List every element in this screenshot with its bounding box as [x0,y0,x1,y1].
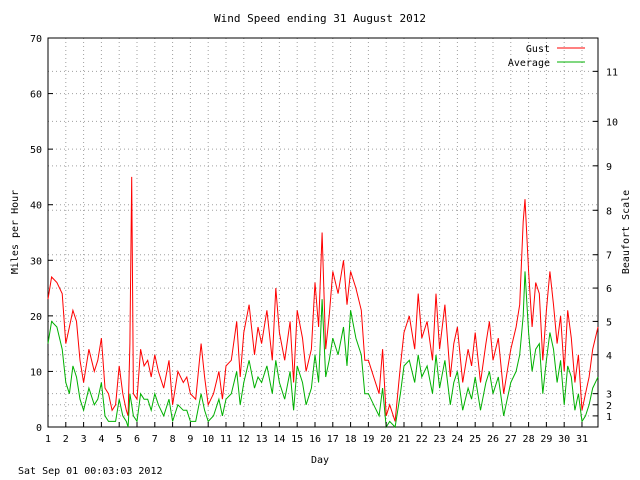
x-axis-label: Day [311,455,329,466]
x-tick-label: 24 [451,434,463,445]
y2-tick-label: 7 [606,251,612,262]
x-tick-label: 18 [345,434,357,445]
legend: Gust Average [508,44,585,69]
series-layer [47,176,599,429]
x-tick-label: 30 [558,434,570,445]
y2-tick-label: 4 [606,351,612,362]
x-tick-label: 26 [487,434,499,445]
y-tick-label: 30 [30,256,42,267]
x-tick-label: 13 [256,434,268,445]
y-axis-ticks: 0 10 20 30 40 50 60 70 [30,34,53,434]
x-tick-label: 5 [116,434,122,445]
y2-tick-label: 2 [606,401,612,412]
y2-tick-label: 3 [606,390,612,401]
x-tick-label: 2 [63,434,69,445]
x-tick-label: 19 [362,434,374,445]
y-tick-label: 20 [30,312,42,323]
x-tick-label: 16 [309,434,321,445]
x-tick-label: 29 [540,434,552,445]
x-tick-label: 31 [576,434,588,445]
x-tick-label: 21 [398,434,410,445]
x-tick-label: 7 [152,434,158,445]
x-tick-label: 9 [187,434,193,445]
x-tick-label: 4 [98,434,104,445]
x-tick-label: 10 [202,434,214,445]
y2-tick-label: 8 [606,206,612,217]
legend-label-average: Average [508,58,550,69]
grid-lines [48,38,598,427]
plot-frame [47,37,599,428]
x-tick-label: 11 [220,434,232,445]
y-tick-label: 10 [30,367,42,378]
x-tick-label: 25 [469,434,481,445]
series-line-average [47,271,599,429]
series-line-gust [47,176,599,422]
y-tick-label: 50 [30,145,42,156]
footer-timestamp: Sat Sep 01 00:03:03 2012 [18,466,163,477]
x-tick-label: 12 [238,434,250,445]
legend-label-gust: Gust [526,44,550,55]
y2-tick-label: 11 [606,67,618,78]
y2-tick-label: 10 [606,117,618,128]
y2-tick-label: 6 [606,284,612,295]
x-tick-label: 15 [291,434,303,445]
x-tick-label: 14 [273,434,285,445]
x-tick-label: 17 [327,434,339,445]
y2-tick-label: 1 [606,412,612,423]
x-tick-label: 8 [170,434,176,445]
y2-axis-ticks: 123 4 5 6 7 8 9 10 11 [593,67,618,423]
x-tick-label: 22 [416,434,428,445]
x-tick-label: 3 [81,434,87,445]
x-tick-label: 27 [505,434,517,445]
x-tick-label: 6 [134,434,140,445]
y2-tick-label: 5 [606,317,612,328]
y-tick-label: 40 [30,201,42,212]
x-axis-ticks: 1 2 3 4 5 6 7 8 9 10 11 12 13 14 15 16 17 18 19 20 21 22 23 24 2… [45,422,588,445]
x-tick-label: 28 [523,434,535,445]
x-tick-label: 1 [45,434,51,445]
y-axis-label: Miles per Hour [10,190,21,274]
x-tick-label: 20 [380,434,392,445]
y2-axis-label: Beaufort Scale [621,190,632,274]
y2-tick-label: 9 [606,162,612,173]
y-tick-label: 0 [36,423,42,434]
chart-title: Wind Speed ending 31 August 2012 [214,12,426,25]
x-tick-label: 23 [434,434,446,445]
y-tick-label: 70 [30,34,42,45]
y-tick-label: 60 [30,90,42,101]
